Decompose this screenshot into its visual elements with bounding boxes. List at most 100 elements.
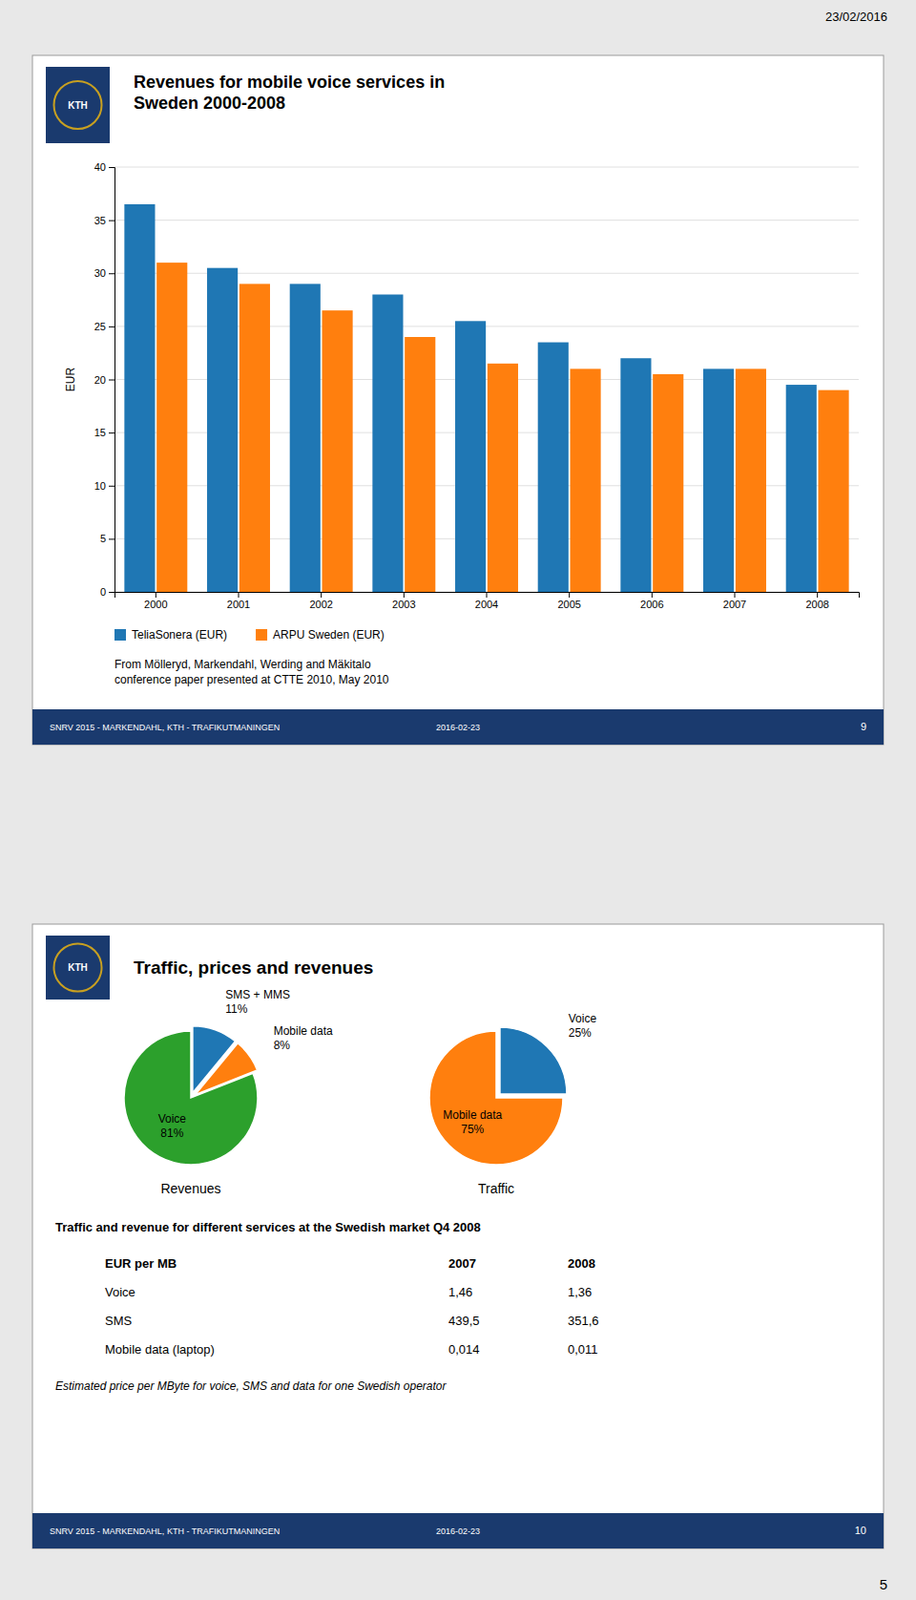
table-cell: Mobile data (laptop): [104, 1341, 215, 1356]
table-cell: Voice: [104, 1284, 136, 1299]
source-text-line: From Mölleryd, Markendahl, Werding and M…: [114, 657, 372, 671]
y-tick-label: 40: [94, 161, 106, 173]
logo-emblem: [54, 943, 103, 992]
x-tick: 2008: [805, 591, 829, 610]
pie-label-category: Mobile data: [442, 1107, 502, 1122]
pie-label-value: 25%: [568, 1025, 592, 1040]
pie-label-value: 8%: [273, 1038, 292, 1052]
legend-swatch: [255, 628, 268, 641]
y-tick: 0: [100, 585, 115, 598]
x-tick-mark: [238, 591, 240, 598]
y-tick-label: 35: [94, 214, 106, 227]
pie: Voice25%Mobile data75%Traffic: [429, 1011, 597, 1196]
slide: KTHSNRV 2015 - MARKENDAHL, KTH - TRAFIKU…: [32, 923, 884, 1548]
pie-slices: [429, 1026, 567, 1165]
chart-title-line: Sweden 2000-2008: [133, 93, 286, 113]
pie: SMS + MMS11%Mobile data8%Voice81%Revenue…: [124, 987, 334, 1196]
footer-strip: [32, 1512, 884, 1548]
x-axis: 200020012002200320042005200620072008: [115, 591, 860, 610]
y-tick: 10: [94, 479, 115, 492]
pie-labels: SMS + MMS11%Mobile data8%Voice81%: [158, 987, 334, 1140]
bar: [156, 262, 188, 592]
slide-frame: [32, 923, 884, 1548]
bar: [735, 368, 767, 592]
bar: [124, 204, 155, 592]
subtitle: Traffic and revenue for different servic…: [55, 1219, 481, 1234]
y-tick-label: 30: [94, 267, 106, 279]
bar: [538, 342, 569, 592]
pie-label-value: 81%: [160, 1125, 184, 1140]
source-text-line: conference paper presented at CTTE 2010,…: [114, 672, 390, 687]
page-background: [0, 0, 916, 1600]
bar: [239, 283, 271, 592]
x-tick-mark: [486, 591, 488, 598]
pie-labels: Voice25% Mobile data75%: [442, 1011, 597, 1135]
bar: [620, 357, 651, 592]
x-tick-mark: [155, 591, 157, 598]
y-tick-mark: [108, 538, 115, 540]
pie-slice: [429, 1030, 563, 1165]
x-tick: 2007: [723, 591, 747, 610]
legend-item: ARPU Sweden (EUR): [255, 627, 385, 642]
x-tick: 2000: [144, 591, 167, 610]
legend: TeliaSonera (EUR) ARPU Sweden (EUR): [114, 627, 385, 642]
table-cell: SMS: [104, 1312, 133, 1328]
table-header: 2008: [567, 1255, 596, 1270]
y-tick: 40: [94, 161, 115, 173]
table: EUR per MB20072008Voice1,461,36SMS439,53…: [104, 1255, 600, 1356]
table-header: 2007: [448, 1255, 477, 1270]
y-tick: 15: [94, 426, 115, 438]
chart-title-line: Revenues for mobile voice services in: [133, 72, 445, 92]
pie-label-value: 75%: [460, 1122, 484, 1136]
logo: KTH: [45, 935, 110, 1000]
x-tick: 2003: [392, 591, 416, 610]
x-tick: 2002: [309, 591, 333, 610]
bar: [207, 268, 238, 592]
bar: [322, 310, 354, 592]
footer-text: SNRV 2015 - MARKENDAHL, KTH - TRAFIKUTMA…: [49, 722, 280, 732]
table-header: EUR per MB: [104, 1255, 177, 1270]
x-tick-mark: [403, 591, 405, 598]
pie-label-category: Voice: [568, 1011, 598, 1025]
y-tick: 5: [100, 532, 115, 544]
legend-item: TeliaSonera (EUR): [114, 627, 228, 642]
table-cell: 1,36: [567, 1284, 592, 1299]
pie-label-category: SMS + MMS: [225, 987, 291, 1001]
y-tick-mark: [108, 272, 115, 274]
y-tick-label: 15: [94, 426, 106, 438]
y-tick-label: 10: [94, 479, 106, 492]
logo-text: KTH: [67, 100, 88, 111]
bar: [786, 384, 817, 592]
y-tick-mark: [108, 166, 115, 168]
logo-box: [45, 935, 110, 1000]
y-tick-mark: [108, 326, 115, 328]
pie-label-value: 11%: [225, 1001, 248, 1016]
page: 23/02/20165KTHSNRV 2015 - MARKENDAHL, KT…: [0, 0, 916, 1600]
y-tick-mark: [108, 379, 115, 381]
y-axis-line: [108, 167, 116, 593]
grid-line: [114, 219, 859, 221]
pie-slice: [124, 1030, 258, 1165]
pie-slice: [499, 1026, 567, 1094]
table-cell: 1,46: [448, 1284, 473, 1299]
y-tick: 30: [94, 267, 115, 279]
slide: KTH SNRV 2015 - MARKENDAHL, KTH - TRAFIKU…: [32, 55, 884, 745]
x-tick: 2001: [227, 591, 250, 610]
x-tick: 2005: [557, 591, 581, 610]
x-tick-mark: [734, 591, 736, 598]
y-tick-mark: [108, 220, 115, 222]
pie-label-category: Voice: [158, 1111, 188, 1125]
logo-box: [45, 66, 110, 144]
x-tick-label: 2006: [640, 598, 664, 610]
table-note: Estimated price per MByte for voice, SMS…: [55, 1378, 448, 1393]
y-tick: 20: [94, 374, 115, 386]
footer-text: 2016-02-23: [436, 1525, 480, 1536]
x-axis-line: [115, 592, 860, 599]
bar: [570, 368, 602, 592]
x-tick-label: 2001: [227, 598, 250, 610]
logo-emblem: [54, 81, 103, 129]
table-cell: 0,011: [567, 1341, 599, 1356]
x-tick: 2006: [640, 591, 664, 610]
bar: [818, 390, 850, 592]
y-axis: 0510152025303540: [94, 161, 116, 598]
